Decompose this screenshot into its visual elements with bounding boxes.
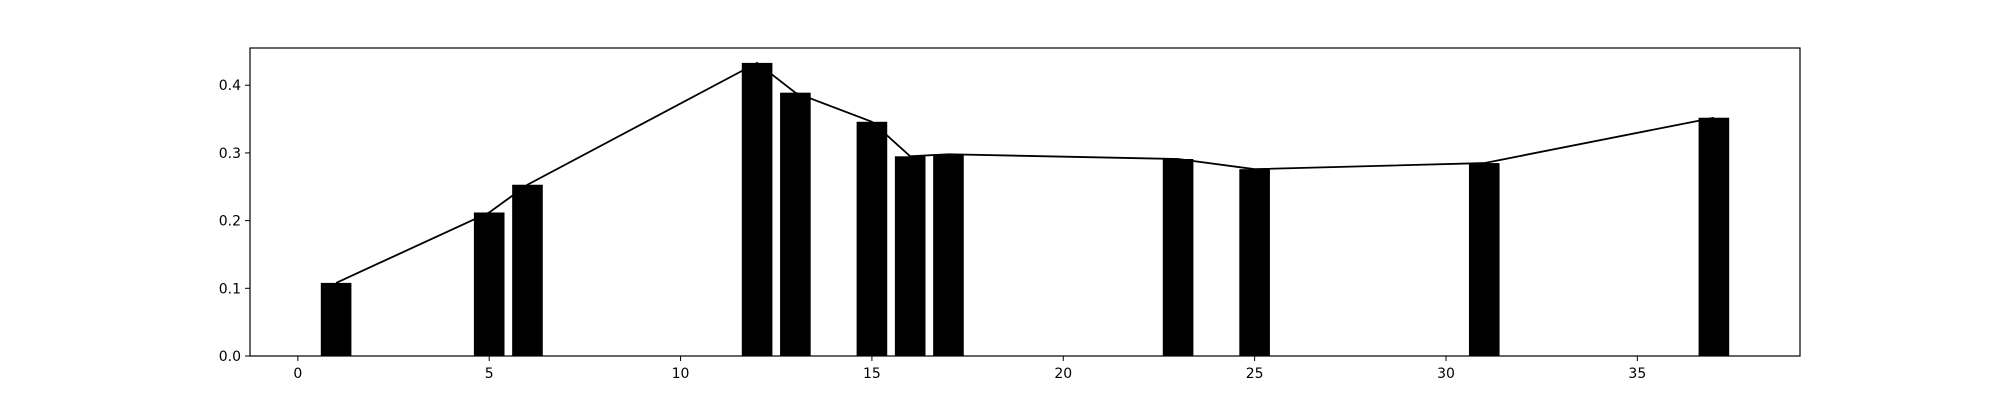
bar: [933, 154, 964, 356]
bar: [1468, 163, 1500, 356]
series-line: [335, 61, 1715, 284]
x-tick-label: 30: [1437, 366, 1455, 382]
bar: [320, 282, 352, 356]
x-tick-label: 20: [1054, 366, 1072, 382]
x-tick-label: 0: [293, 366, 302, 382]
bar: [512, 184, 543, 356]
plot-marks: [320, 61, 1730, 357]
y-tick-label: 0.1: [219, 281, 241, 297]
x-axis: 0 5 10 15 20 25 30 35: [293, 356, 1646, 382]
x-tick-label: 35: [1628, 366, 1646, 382]
y-tick-label: 0.4: [219, 78, 241, 94]
y-tick-label: 0.2: [219, 214, 241, 230]
bar: [473, 212, 505, 356]
bar: [780, 92, 811, 356]
bar: [741, 62, 773, 357]
x-tick-label: 5: [485, 366, 494, 382]
y-tick-label: 0.3: [219, 146, 241, 162]
y-tick-label: 0.0: [219, 349, 241, 365]
y-axis: 0.0 0.1 0.2 0.3 0.4: [219, 78, 250, 365]
x-tick-label: 10: [672, 366, 690, 382]
bar: [894, 156, 926, 356]
plot-frame: [249, 47, 1801, 357]
bar: [856, 121, 888, 357]
bar: [1698, 117, 1730, 356]
bar: [1239, 169, 1270, 356]
bar: [1162, 159, 1194, 356]
x-tick-label: 25: [1246, 366, 1264, 382]
x-tick-label: 15: [863, 366, 881, 382]
